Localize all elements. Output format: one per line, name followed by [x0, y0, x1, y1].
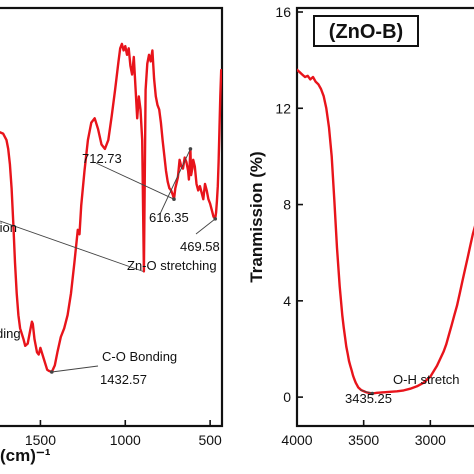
- left-x-ticks: 1500 1000 500: [25, 420, 222, 448]
- annotation-arrow-head: [370, 391, 375, 396]
- left-panel: 1500 1000 500 712.73 616.35 469.58 Zn-O stret…: [0, 6, 224, 465]
- y-tick-label: 0: [283, 389, 291, 405]
- left-plot-frame: [0, 6, 224, 428]
- annotation-leader-line: [195, 218, 216, 235]
- chart-title: (ZnO-B): [329, 21, 403, 43]
- right-y-axis-label: Tranmission (%): [247, 151, 266, 282]
- annotation-leader-line: [51, 365, 99, 373]
- right-panel: 4000 3500 3000 0 4 8 12 16 3435.25O-H stretch T…: [247, 4, 474, 448]
- x-tick-label: 500: [198, 432, 222, 448]
- x-tick-label: 4000: [281, 432, 312, 448]
- spectrum-line: [297, 68, 474, 395]
- y-tick-label: 4: [283, 293, 291, 309]
- annotation-label: 1432.57: [100, 372, 147, 387]
- chart-title-box: [313, 15, 419, 47]
- annotation-label: C-O Bonding: [102, 349, 177, 364]
- y-tick-label: 8: [283, 197, 291, 213]
- y-tick-label: 16: [275, 4, 291, 20]
- left-x-axis-label: (cm)⁻¹: [0, 446, 51, 465]
- spectrum-line: [0, 42, 222, 374]
- annotation-label: tion: [0, 220, 17, 235]
- annotation-arrow-head: [49, 370, 54, 374]
- annotation-arrow-head: [188, 147, 193, 151]
- left-curve-group: [0, 42, 222, 374]
- annotation-arrow-head: [213, 217, 218, 221]
- left-annotations: 712.73 616.35 469.58 Zn-O stretching tion din…: [0, 147, 220, 387]
- x-tick-label: 1500: [25, 432, 56, 448]
- annotation-leader-line: [359, 389, 373, 394]
- annotation-arrow-head: [172, 197, 176, 201]
- right-axis-ticks: 4000 3500 3000 0 4 8 12 16: [275, 4, 446, 448]
- annotation-label: 712.73: [82, 151, 122, 166]
- annotation-label: Zn-O stretching: [127, 258, 217, 273]
- right-curve-group: [297, 68, 474, 395]
- right-annotations: 3435.25O-H stretch: [345, 372, 459, 406]
- annotation-label: O-H stretch: [393, 372, 459, 387]
- y-tick-label: 12: [275, 100, 291, 116]
- x-tick-label: 3000: [415, 432, 446, 448]
- annotation-label: 469.58: [180, 239, 220, 254]
- x-tick-label: 1000: [110, 432, 141, 448]
- x-tick-label: 3500: [348, 432, 379, 448]
- annotation-label: ding: [0, 326, 21, 341]
- annotation-leader-line: [159, 148, 191, 215]
- annotation-leader-line: [0, 220, 144, 272]
- annotation-label: 3435.25: [345, 391, 392, 406]
- right-plot-frame: [295, 6, 474, 428]
- annotation-label: 616.35: [149, 210, 189, 225]
- annotation-leader-line: [95, 162, 175, 200]
